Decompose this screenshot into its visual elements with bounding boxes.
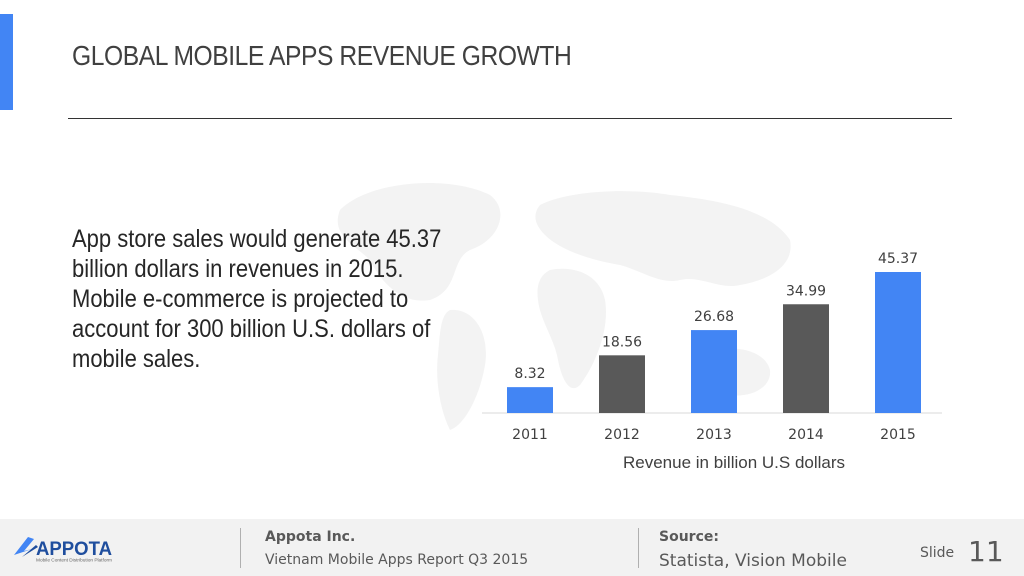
summary-line: account for 300 billion U.S. dollars of: [72, 315, 431, 343]
source-text: Statista, Vision Mobile: [659, 551, 847, 571]
data-label-2014: 34.99: [786, 283, 826, 299]
data-label-2012: 18.56: [602, 334, 642, 350]
chart-x-axis-title: Revenue in billion U.S dollars: [623, 453, 845, 472]
x-tick-2012: 2012: [604, 427, 640, 443]
x-tick-2015: 2015: [880, 427, 916, 443]
summary-line: mobile sales.: [72, 345, 201, 373]
x-tick-2014: 2014: [788, 427, 824, 443]
footer-bar: APPOTA Mobile Content Distribution Platf…: [0, 519, 1024, 576]
bar-2011: [507, 387, 553, 413]
x-tick-2011: 2011: [512, 427, 548, 443]
summary-line: App store sales would generate 45.37: [72, 225, 442, 253]
company-name: Appota Inc.: [265, 529, 356, 545]
logo-plane-icon: [14, 537, 34, 555]
x-tick-2013: 2013: [696, 427, 732, 443]
logo-wordmark: APPOTA: [36, 539, 112, 560]
slide-number: 11: [968, 535, 1004, 568]
footer-divider: [638, 528, 639, 568]
data-label-2015: 45.37: [878, 251, 918, 267]
summary-line: Mobile e-commerce is projected to: [72, 285, 409, 313]
footer-divider: [240, 528, 241, 568]
slide-label: Slide: [920, 545, 955, 561]
bar-2012: [599, 355, 645, 413]
bar-2013: [691, 330, 737, 413]
source-label: Source:: [659, 529, 719, 545]
summary-line: billion dollars in revenues in 2015.: [72, 255, 404, 283]
report-name: Vietnam Mobile Apps Report Q3 2015: [265, 552, 529, 568]
bar-2015: [875, 272, 921, 413]
revenue-bar-chart: 8.32 2011 18.56 2012 26.68 2013 34.99 2014 45.37…: [482, 251, 942, 472]
data-label-2011: 8.32: [514, 366, 545, 382]
bar-2014: [783, 304, 829, 413]
world-map-background: [337, 183, 791, 430]
appota-logo: APPOTA Mobile Content Distribution Platf…: [14, 537, 112, 563]
slide-title: GLOBAL MOBILE APPS REVENUE GROWTH: [72, 40, 572, 71]
data-label-2013: 26.68: [694, 309, 734, 325]
accent-bar: [0, 14, 13, 110]
title-divider: [68, 118, 952, 119]
logo-tagline: Mobile Content Distribution Platform: [36, 558, 112, 563]
summary-text: App store sales would generate 45.37 bil…: [72, 224, 442, 374]
